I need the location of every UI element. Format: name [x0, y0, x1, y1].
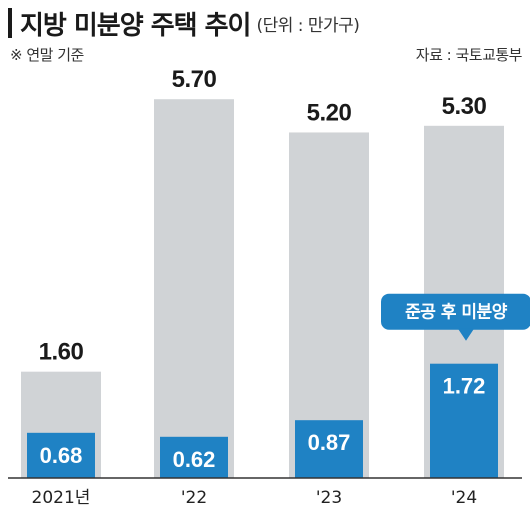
title-accent-bar [8, 8, 12, 38]
completed-unsold-value-label: 0.62 [173, 447, 216, 472]
category-tick-label: '24 [451, 488, 477, 508]
total-value-label: 5.20 [307, 99, 352, 126]
completed-unsold-bar [27, 432, 95, 478]
unit-label: (단위 : 만가구) [256, 15, 360, 36]
total-bar [154, 99, 234, 479]
total-value-label: 5.70 [172, 66, 217, 93]
chart-title: 지방 미분양 주택 추이 [20, 10, 251, 41]
completed-unsold-bar [160, 436, 228, 478]
completed-unsold-value-label: 1.72 [443, 374, 486, 399]
annotation-callout-box [381, 293, 530, 330]
annotation-callout-text: 준공 후 미분양 [405, 302, 508, 323]
category-tick-label: 2021년 [32, 488, 91, 508]
title-row: 지방 미분양 주택 추이 (단위 : 만가구) [8, 6, 523, 41]
note-text: ※ 연말 기준 [10, 46, 84, 64]
total-value-label: 1.60 [39, 339, 84, 366]
source-text: 자료 : 국토교통부 [415, 46, 523, 64]
completed-unsold-bar [295, 420, 363, 478]
completed-unsold-value-label: 0.68 [40, 443, 83, 468]
category-tick-label: '22 [181, 488, 207, 508]
annotation-callout-pointer [458, 328, 474, 341]
completed-unsold-value-label: 0.87 [308, 430, 351, 455]
total-value-label: 5.30 [442, 93, 487, 120]
completed-unsold-bar [430, 363, 498, 478]
category-tick-label: '23 [316, 488, 342, 508]
